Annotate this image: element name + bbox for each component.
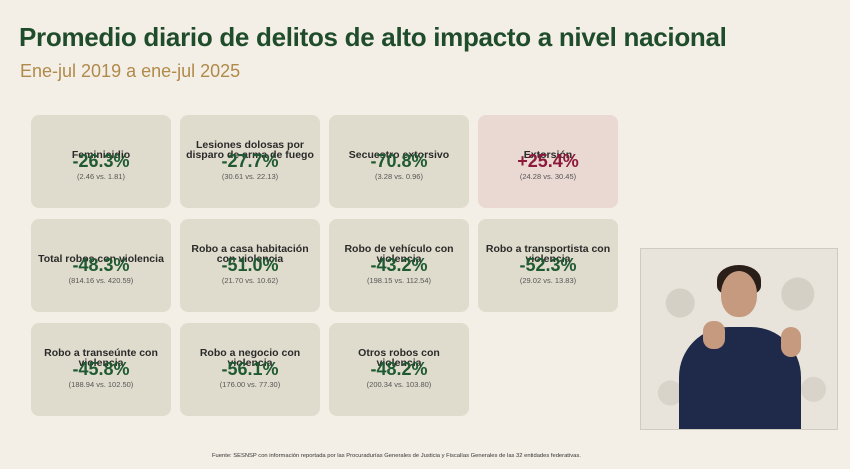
card-detail: (814.16 vs. 420.59) <box>68 276 134 285</box>
card-label: Robo de vehículo con violencia <box>344 243 454 265</box>
card-value: -45.8% <box>72 359 130 379</box>
card-label: Otros robos con violencia <box>358 347 440 369</box>
card-feminicidio: Feminicidio -26.3% (2.46 vs. 1.81) <box>31 115 171 208</box>
card-value: -70.8% <box>370 151 428 171</box>
card-label: Robo a negocio con violencia <box>199 347 301 369</box>
source-note: Fuente: SESNSP con información reportada… <box>212 453 581 459</box>
card-detail: (2.46 vs. 1.81) <box>77 172 125 181</box>
card-detail: (198.15 vs. 112.54) <box>366 276 432 285</box>
interpreter-left-hand <box>703 321 725 349</box>
card-detail: (24.28 vs. 30.45) <box>519 172 577 181</box>
card-extorsion: Extorsión +25.4% (24.28 vs. 30.45) <box>478 115 618 208</box>
interpreter-body <box>679 327 801 429</box>
card-value: -43.2% <box>370 255 428 275</box>
card-robo-transeunte: Robo a transeúnte con violencia -45.8% (… <box>31 323 171 416</box>
card-label: Robo a transportista con violencia <box>485 243 611 265</box>
card-value: -27.7% <box>221 151 279 171</box>
card-robo-vehiculo: Robo de vehículo con violencia -43.2% (1… <box>329 219 469 312</box>
card-label: Total robos con violencia <box>38 253 164 265</box>
card-detail: (30.61 vs. 22.13) <box>221 172 279 181</box>
card-value: -52.3% <box>519 255 577 275</box>
card-value: -56.1% <box>221 359 279 379</box>
card-detail: (29.02 vs. 13.83) <box>519 276 577 285</box>
card-label: Robo a transeúnte con violencia <box>44 347 158 369</box>
card-detail: (176.00 vs. 77.30) <box>219 380 281 389</box>
card-detail: (3.28 vs. 0.96) <box>375 172 423 181</box>
card-label: Lesiones dolosas por disparo de arma de … <box>186 139 314 161</box>
card-value: +25.4% <box>517 151 579 171</box>
card-label: Extorsión <box>523 149 573 161</box>
card-detail: (188.94 vs. 102.50) <box>68 380 134 389</box>
sign-language-interpreter-video <box>640 248 838 430</box>
page-subtitle: Ene-jul 2019 a ene-jul 2025 <box>20 61 241 81</box>
interpreter-right-hand <box>781 327 801 357</box>
card-detail: (200.34 vs. 103.80) <box>366 380 432 389</box>
card-robo-casa: Robo a casa habitación con violencia -51… <box>180 219 320 312</box>
card-robo-negocio: Robo a negocio con violencia -56.1% (176… <box>180 323 320 416</box>
card-value: -48.3% <box>72 255 130 275</box>
card-label: Feminicidio <box>71 149 131 161</box>
card-total-robos: Total robos con violencia -48.3% (814.16… <box>31 219 171 312</box>
card-otros-robos: Otros robos con violencia -48.2% (200.34… <box>329 323 469 416</box>
card-label: Robo a casa habitación con violencia <box>191 243 309 265</box>
card-value: -51.0% <box>221 255 279 275</box>
interpreter-head <box>721 271 757 317</box>
card-detail: (21.70 vs. 10.62) <box>221 276 279 285</box>
card-label: Secuestro extorsivo <box>348 149 450 161</box>
card-robo-transportista: Robo a transportista con violencia -52.3… <box>478 219 618 312</box>
card-lesiones-dolosas: Lesiones dolosas por disparo de arma de … <box>180 115 320 208</box>
card-value: -48.2% <box>370 359 428 379</box>
page-title: Promedio diario de delitos de alto impac… <box>19 22 727 52</box>
card-secuestro-extorsivo: Secuestro extorsivo -70.8% (3.28 vs. 0.9… <box>329 115 469 208</box>
card-value: -26.3% <box>72 151 130 171</box>
